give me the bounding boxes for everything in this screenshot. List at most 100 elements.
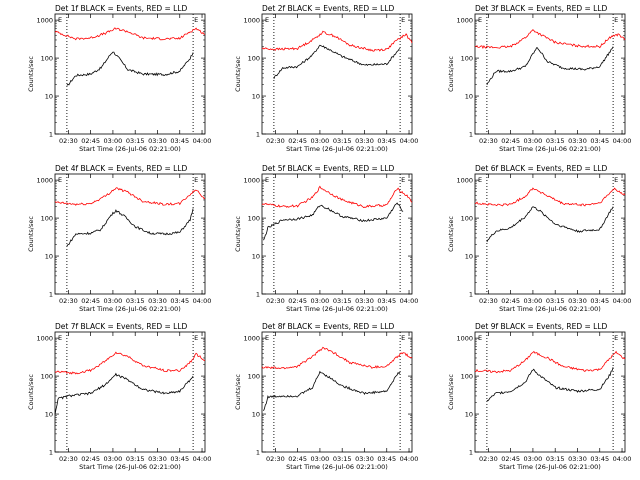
x-tick-label: 03:45 — [377, 297, 396, 305]
events-series-line — [486, 367, 614, 402]
x-tick-label: 03:45 — [170, 297, 189, 305]
plot-frame — [261, 173, 413, 295]
x-tick-label: 02:45 — [81, 137, 100, 145]
x-tick-label: 03:45 — [590, 137, 609, 145]
y-tick-label: 10 — [252, 93, 260, 101]
x-tick-label: 03:30 — [355, 455, 374, 463]
y-tick-label: 10 — [45, 253, 53, 261]
panel-6: Det 6f BLACK = Events, RED = LLD 1 10 100 10… — [447, 164, 631, 313]
y-axis-label: Counts/sec — [27, 216, 35, 252]
y-axis-label: Counts/sec — [447, 56, 455, 92]
x-tick-label: 03:30 — [148, 455, 167, 463]
x-tick-label: 02:30 — [59, 297, 78, 305]
x-tick-label: 04:00 — [613, 455, 632, 463]
panel-title: Det 4f BLACK = Events, RED = LLD — [55, 164, 188, 173]
y-tick-label: 1000 — [456, 177, 473, 185]
lld-series-line — [261, 30, 413, 52]
corner-marker-right: E — [401, 16, 405, 24]
y-tick-label: 100 — [41, 373, 53, 381]
plot-frame — [54, 173, 206, 295]
events-series-line — [66, 208, 194, 247]
lld-series-line — [54, 187, 206, 206]
y-tick-label: 1000 — [243, 335, 260, 343]
y-tick-label: 100 — [248, 373, 260, 381]
x-tick-label: 03:30 — [568, 297, 587, 305]
y-tick-label: 1 — [469, 291, 473, 299]
panel-8: Det 8f BLACK = Events, RED = LLD 1 10 100 10… — [234, 322, 418, 471]
x-tick-label: 02:45 — [288, 137, 307, 145]
y-axis-label: Counts/sec — [234, 374, 242, 410]
x-tick-label: 03:15 — [126, 297, 145, 305]
x-tick-label: 03:45 — [590, 455, 609, 463]
panel-title: Det 1f BLACK = Events, RED = LLD — [55, 4, 188, 13]
panel-title: Det 6f BLACK = Events, RED = LLD — [475, 164, 608, 173]
events-series-line — [486, 46, 614, 86]
y-axis-label: Counts/sec — [234, 56, 242, 92]
x-axis-label: Start Time (26-Jul-06 02:21:00) — [286, 305, 388, 313]
panel-3: Det 3f BLACK = Events, RED = LLD 1 10 100 10… — [447, 4, 631, 153]
x-tick-label: 03:00 — [524, 455, 543, 463]
panel-title: Det 3f BLACK = Events, RED = LLD — [475, 4, 608, 13]
x-tick-label: 03:00 — [104, 137, 123, 145]
corner-marker-left: E — [265, 16, 269, 24]
x-tick-label: 04:00 — [400, 455, 419, 463]
x-tick-label: 03:00 — [311, 297, 330, 305]
x-tick-label: 02:30 — [59, 137, 78, 145]
x-tick-label: 03:45 — [170, 455, 189, 463]
y-axis-label: Counts/sec — [447, 374, 455, 410]
plot-frame — [474, 13, 626, 135]
y-tick-label: 1000 — [36, 177, 53, 185]
x-axis-label: Start Time (26-Jul-06 02:21:00) — [499, 305, 601, 313]
corner-marker-left: E — [265, 176, 269, 184]
lld-series-line — [54, 351, 206, 375]
x-tick-label: 04:00 — [613, 297, 632, 305]
x-tick-label: 03:15 — [126, 137, 145, 145]
panel-title: Det 8f BLACK = Events, RED = LLD — [262, 322, 395, 331]
x-tick-label: 03:15 — [126, 455, 145, 463]
y-tick-label: 1 — [469, 131, 473, 139]
x-tick-label: 02:45 — [81, 297, 100, 305]
corner-marker-left: E — [478, 334, 482, 342]
y-tick-label: 100 — [248, 55, 260, 63]
corner-marker-left: E — [58, 16, 62, 24]
x-tick-label: 04:00 — [193, 297, 212, 305]
x-tick-label: 03:30 — [355, 137, 374, 145]
corner-marker-right: E — [614, 176, 618, 184]
x-axis-label: Start Time (26-Jul-06 02:21:00) — [79, 145, 181, 153]
x-tick-label: 04:00 — [193, 455, 212, 463]
x-tick-label: 04:00 — [613, 137, 632, 145]
lld-series-line — [261, 185, 413, 208]
x-axis-label: Start Time (26-Jul-06 02:21:00) — [499, 463, 601, 471]
y-tick-label: 100 — [461, 55, 473, 63]
x-tick-label: 03:00 — [311, 455, 330, 463]
x-tick-label: 03:00 — [104, 297, 123, 305]
x-tick-label: 02:30 — [266, 455, 285, 463]
events-series-line — [263, 370, 401, 412]
corner-marker-right: E — [401, 334, 405, 342]
x-tick-label: 03:00 — [524, 297, 543, 305]
lld-series-line — [261, 346, 413, 370]
panel-2: Det 2f BLACK = Events, RED = LLD 1 10 100 10… — [234, 4, 418, 153]
plot-frame — [261, 13, 413, 135]
x-tick-label: 03:15 — [546, 455, 565, 463]
panel-title: Det 7f BLACK = Events, RED = LLD — [55, 322, 188, 331]
corner-marker-left: E — [478, 16, 482, 24]
x-tick-label: 02:30 — [59, 455, 78, 463]
corner-marker-right: E — [194, 16, 198, 24]
y-tick-label: 10 — [252, 411, 260, 419]
x-axis-label: Start Time (26-Jul-06 02:21:00) — [286, 463, 388, 471]
x-tick-label: 03:15 — [546, 137, 565, 145]
x-axis-label: Start Time (26-Jul-06 02:21:00) — [499, 145, 601, 153]
x-tick-label: 03:45 — [170, 137, 189, 145]
corner-marker-left: E — [58, 334, 62, 342]
panel-title: Det 2f BLACK = Events, RED = LLD — [262, 4, 395, 13]
y-tick-label: 10 — [252, 253, 260, 261]
y-tick-label: 100 — [41, 215, 53, 223]
y-tick-label: 1 — [49, 291, 53, 299]
y-tick-label: 10 — [465, 253, 473, 261]
plot-frame — [54, 13, 206, 135]
y-tick-label: 10 — [465, 93, 473, 101]
corner-marker-left: E — [265, 334, 269, 342]
y-axis-label: Counts/sec — [447, 216, 455, 252]
y-tick-label: 1 — [256, 131, 260, 139]
